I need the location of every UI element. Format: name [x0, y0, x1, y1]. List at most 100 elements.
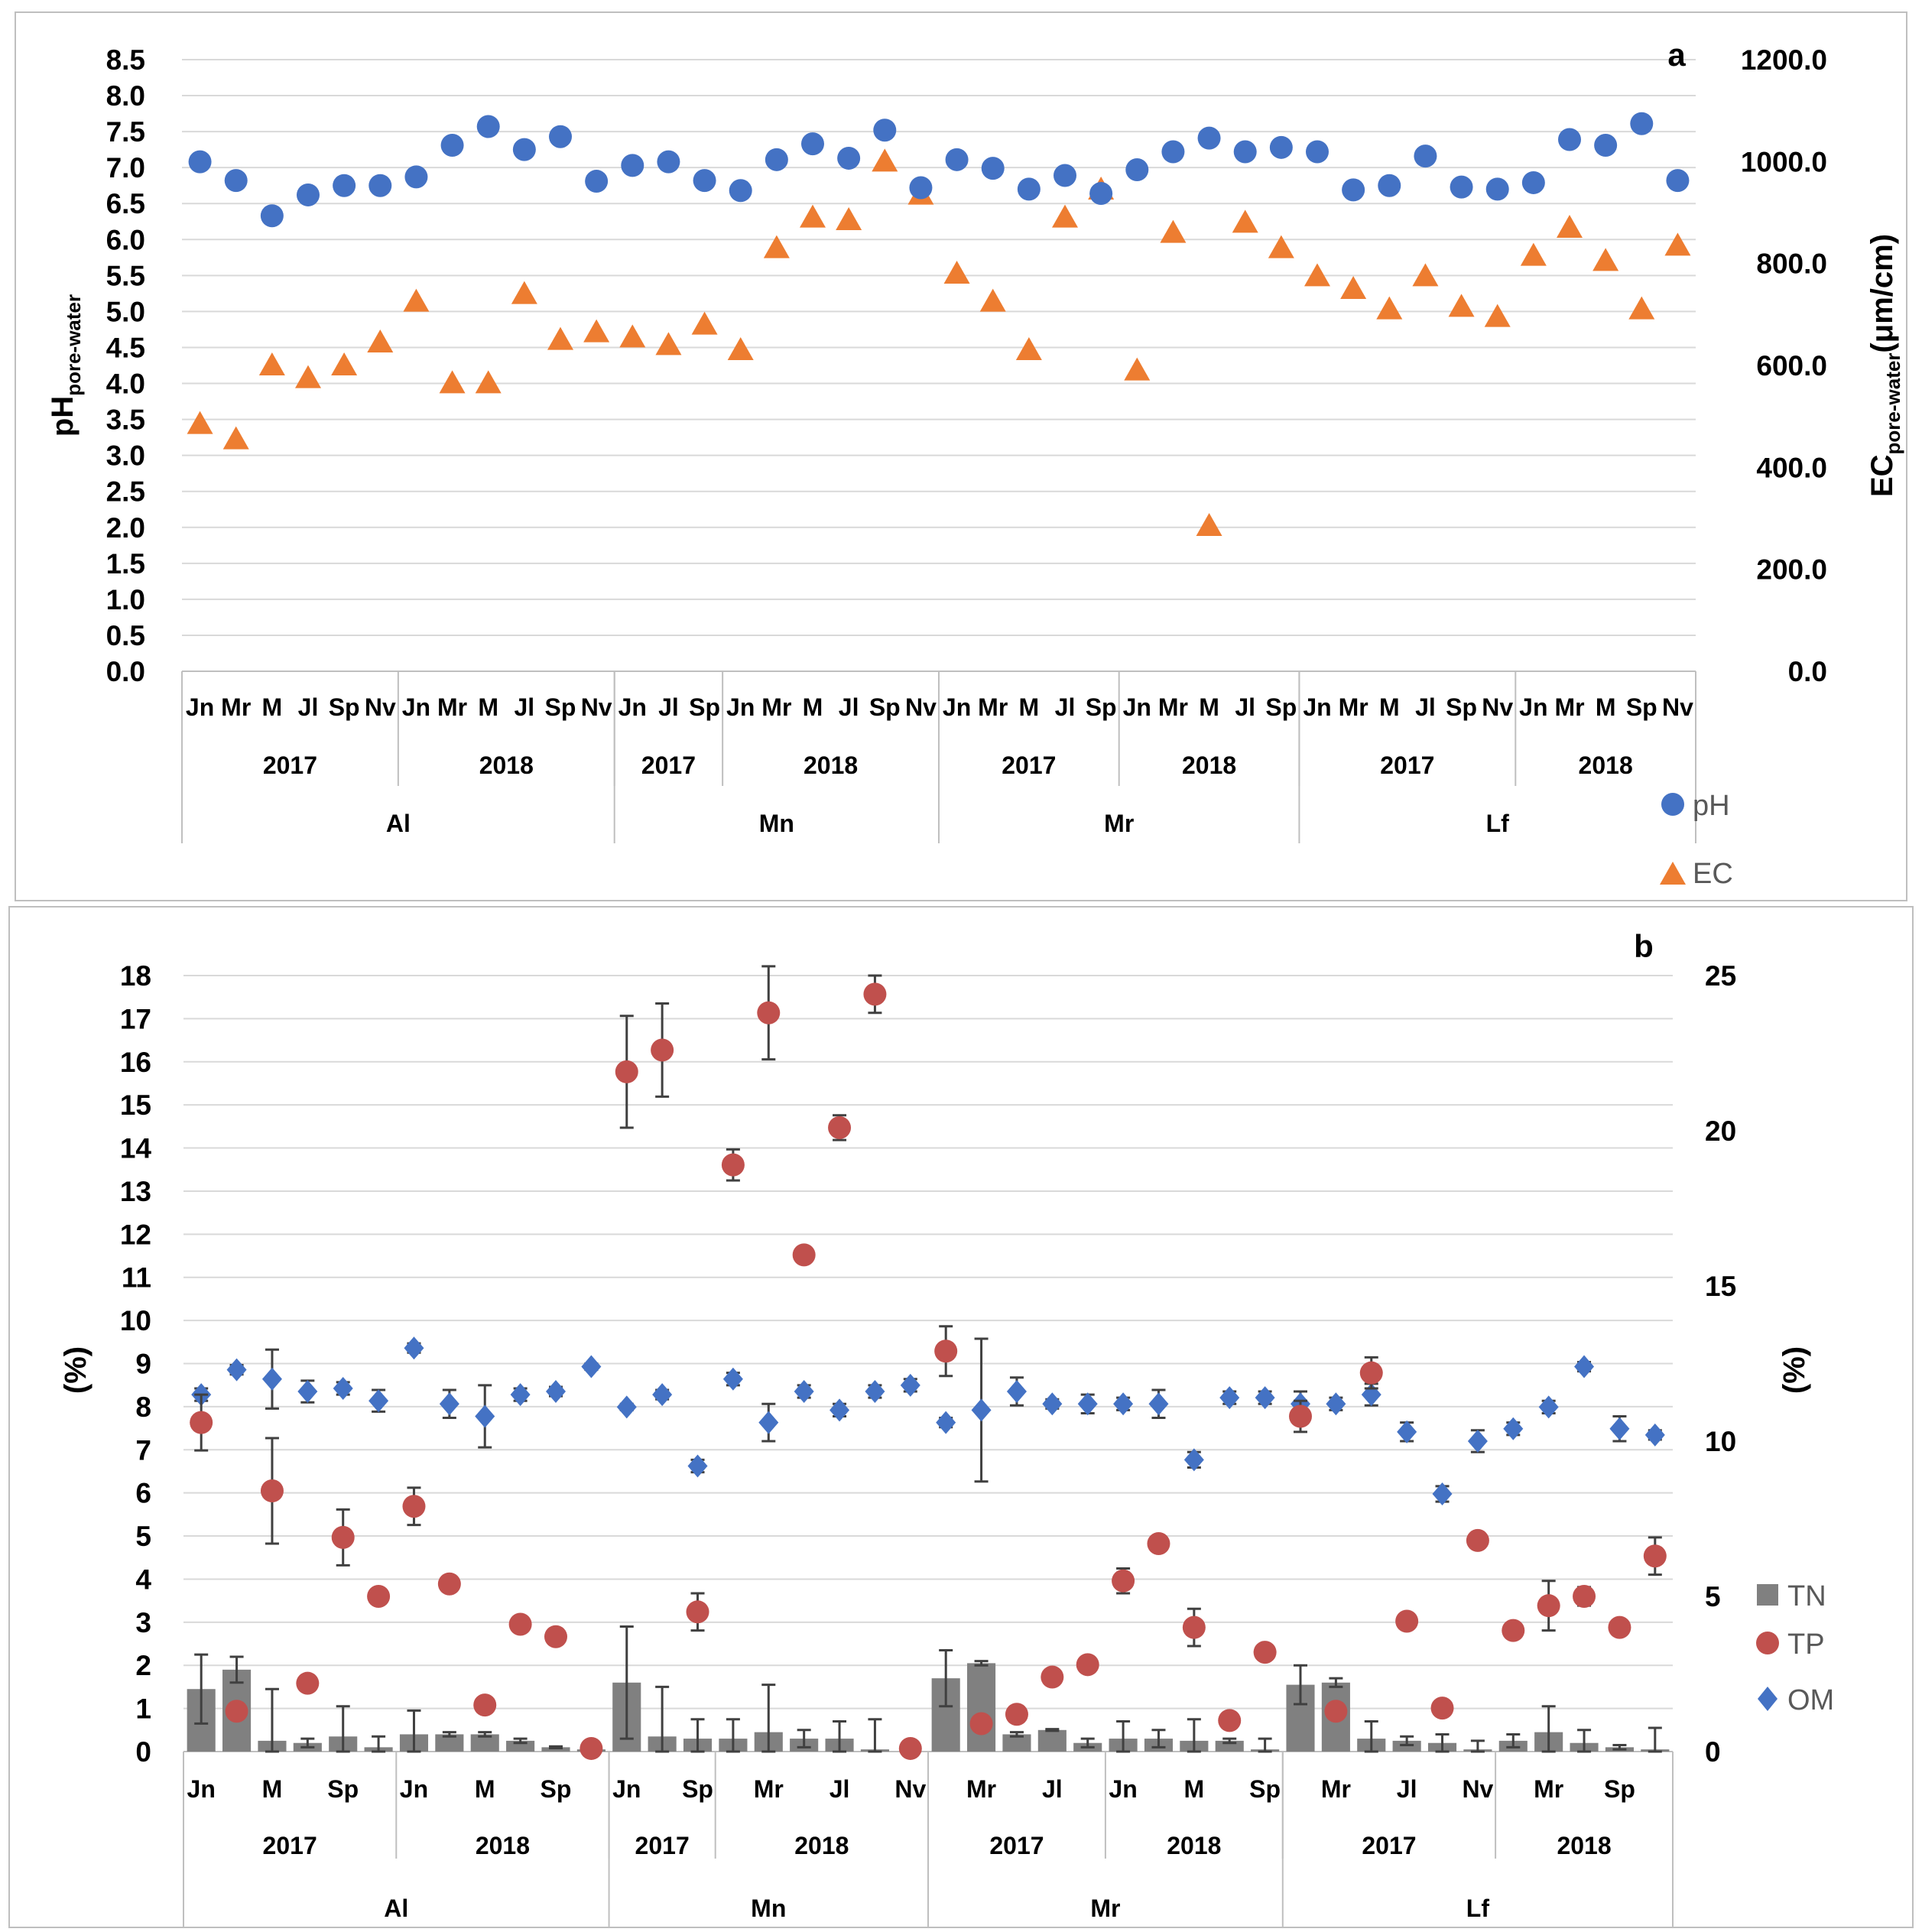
x-tick-label-year: 2018 [794, 1832, 849, 1859]
ec-point [1232, 209, 1258, 233]
ec-point [872, 148, 898, 172]
legend-ec-marker [1660, 862, 1686, 885]
y2-tick-label: 400.0 [1756, 452, 1827, 483]
ec-point [1015, 337, 1042, 360]
ec-point [691, 311, 718, 335]
x-tick-label-site: Al [384, 1895, 408, 1922]
om-point [1148, 1392, 1169, 1416]
om-point [1574, 1355, 1595, 1378]
ph-point [837, 146, 861, 170]
x-tick-label-month: Mr [966, 1775, 996, 1803]
tp-point [331, 1525, 355, 1549]
x-tick-label-month: Jl [830, 1775, 850, 1803]
x-tick-label-month: Jl [298, 693, 319, 721]
tp-point [473, 1693, 497, 1717]
x-tick-label-month: Mr [978, 693, 1008, 721]
y-tick-label: 6.0 [106, 224, 145, 255]
x-tick-label-year: 2017 [1380, 752, 1434, 779]
ph-point [440, 134, 464, 157]
x-tick-label-month: Jn [1123, 693, 1151, 721]
om-point [1006, 1380, 1027, 1404]
x-tick-label-month: M [262, 693, 283, 721]
x-tick-label-month: Nv [1662, 693, 1693, 721]
panel-b-chart: 18 17 16 15 14 13 12 11 10 9 8 7 6 5 4 3 2 1 0 25 20 15 10 5 0 (%… [0, 902, 1922, 1932]
y2-axis-title-unit: (μm/cm) [1865, 234, 1899, 353]
tn-bar [470, 1734, 499, 1752]
ph-point [873, 119, 897, 142]
tp-point [508, 1612, 532, 1636]
tp-point [1430, 1697, 1454, 1720]
ec-point [583, 319, 610, 343]
ph-point [1054, 164, 1076, 187]
legend-ph-label: pH [1693, 790, 1730, 822]
ph-point [1450, 175, 1473, 199]
tp-point [225, 1700, 248, 1723]
x-tick-label-site: Mn [759, 810, 794, 837]
x-tick-label-month: Jl [1397, 1775, 1417, 1803]
y2-tick-label: 1000.0 [1741, 146, 1827, 177]
x-tick-label-month: Jn [187, 1775, 216, 1803]
y2-axis-title-base: EC [1865, 454, 1899, 497]
x-tick-label-month: Sp [1626, 693, 1657, 721]
om-point [1467, 1430, 1488, 1453]
x-tick-label-month: Jn [618, 693, 647, 721]
x-tick-label-year: 2017 [989, 1832, 1044, 1859]
ec-point [727, 337, 754, 360]
tp-point [1502, 1619, 1525, 1642]
ec-point [1304, 263, 1330, 287]
y-tick-label: 1 [135, 1693, 151, 1725]
x-tick-label-month: Nv [581, 693, 612, 721]
x-tick-label-month: Sp [682, 1775, 713, 1803]
ph-point [1666, 169, 1690, 193]
ec-point [1484, 304, 1511, 327]
y-tick-label: 8 [135, 1391, 151, 1423]
x-tick-label-month: Jn [1519, 693, 1547, 721]
ec-point [1268, 235, 1294, 258]
tn-bar [1215, 1740, 1244, 1752]
x-tick-label-year: 2018 [1579, 752, 1633, 779]
ph-point [657, 150, 680, 174]
x-tick-label-month: M [1596, 693, 1616, 721]
y2-tick-label: 0 [1705, 1736, 1721, 1768]
om-point [936, 1411, 956, 1434]
chart-frame [8, 906, 1914, 1928]
om-point [830, 1398, 850, 1422]
x-tick-label-month: Mr [437, 693, 467, 721]
y-tick-label: 0 [135, 1736, 151, 1768]
x-tick-label-month: Sp [689, 693, 720, 721]
y2-tick-label: 1200.0 [1741, 44, 1827, 76]
x-tick-label-month: Nv [905, 693, 937, 721]
x-tick-label-month: Jl [658, 693, 679, 721]
x-tick-label-month: Mr [754, 1775, 784, 1803]
ph-point [260, 204, 284, 228]
legend-tp-marker [1756, 1632, 1779, 1654]
tp-point [1359, 1361, 1383, 1385]
y-tick-label: 5.5 [106, 260, 145, 291]
tn-bar [1002, 1734, 1031, 1752]
om-point [616, 1395, 637, 1419]
tp-point [1147, 1531, 1170, 1555]
x-tick-label-month: Nv [1462, 1775, 1493, 1803]
panel-label: b [1634, 928, 1654, 964]
tp-point [1112, 1569, 1135, 1593]
x-tick-label-year: 2018 [1182, 752, 1236, 779]
ec-point [979, 288, 1006, 312]
ph-point [801, 132, 824, 156]
tp-point [402, 1495, 426, 1518]
y-tick-label: 13 [120, 1176, 151, 1207]
om-point [1397, 1420, 1417, 1443]
tp-point [686, 1600, 709, 1624]
tp-point [296, 1671, 320, 1695]
legend-tn-marker [1757, 1584, 1778, 1606]
ph-point [333, 174, 356, 197]
ph-point [297, 183, 320, 206]
y-tick-label: 15 [120, 1089, 151, 1121]
om-point [794, 1380, 814, 1404]
ph-point [1306, 140, 1329, 164]
x-tick-label-month: Jl [839, 693, 859, 721]
ph-point [1197, 126, 1221, 150]
y-tick-label: 1.0 [106, 584, 145, 615]
x-tick-label-month: Mr [761, 693, 791, 721]
tp-point [437, 1572, 461, 1596]
x-tick-label-site: Mn [751, 1895, 786, 1922]
